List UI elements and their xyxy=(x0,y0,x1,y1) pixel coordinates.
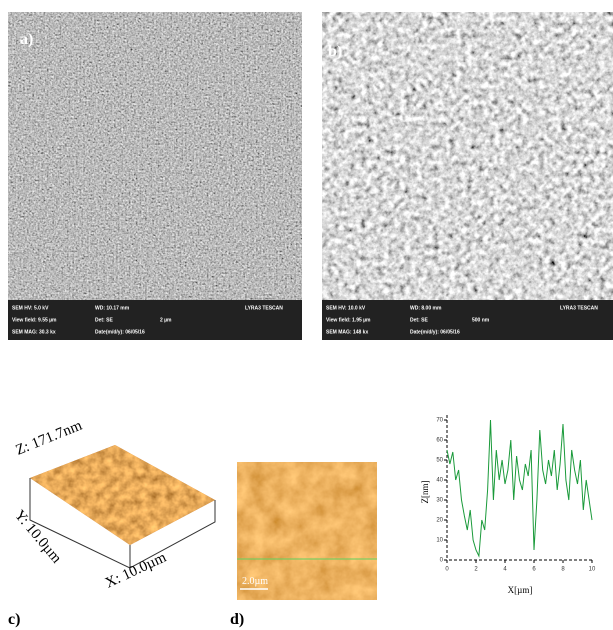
panel-label: b) xyxy=(328,43,342,60)
info: SEM MAG: 30.3 kx xyxy=(12,329,56,335)
x-tick-label: 4 xyxy=(503,567,507,573)
y-tick-label: 30 xyxy=(436,498,443,504)
info: Date(m/d/y): 06/05/16 xyxy=(95,329,145,335)
x-tick-label: 6 xyxy=(532,567,536,573)
afm-z-label: Z: 171.7nm xyxy=(14,418,85,459)
profile-line xyxy=(446,419,593,558)
afm-image xyxy=(237,462,377,600)
y-tick-label: 70 xyxy=(436,418,443,424)
sem-image-b xyxy=(322,12,613,300)
y-tick-label: 50 xyxy=(436,458,443,464)
info: Date(m/d/y): 06/05/16 xyxy=(410,329,460,335)
info: Det: SE xyxy=(95,317,113,323)
y-tick-label: 20 xyxy=(436,518,443,524)
x-axis-label: X[µm] xyxy=(508,585,533,595)
afm-surface xyxy=(20,440,220,550)
sem-image-a xyxy=(8,12,302,300)
panel-label: c) xyxy=(8,611,20,628)
info: 2 µm xyxy=(160,317,172,323)
info-bar-a xyxy=(8,300,302,340)
info: LYRA3 TESCAN xyxy=(245,305,283,311)
x-tick-label: 10 xyxy=(589,567,596,573)
info: Det: SE xyxy=(410,317,428,323)
x-tick-label: 8 xyxy=(561,567,565,573)
info-bar-b xyxy=(322,300,613,340)
y-tick-label: 0 xyxy=(440,558,444,564)
info: SEM HV: 10.0 kV xyxy=(326,305,366,311)
y-tick-label: 40 xyxy=(436,478,443,484)
afm-y-label: Y: 10.0µm xyxy=(11,507,65,567)
info: SEM HV: 5.0 kV xyxy=(12,305,49,311)
info: SEM MAG: 148 kx xyxy=(326,329,368,335)
scale-label: 2.0µm xyxy=(242,576,268,587)
info: 500 nm xyxy=(472,317,490,323)
y-tick-label: 60 xyxy=(436,438,443,444)
afm-x-label: X: 10.0µm xyxy=(103,549,169,591)
info: View field: 9.55 µm xyxy=(12,317,57,323)
x-tick-label: 2 xyxy=(474,567,478,573)
info: View field: 1.95 µm xyxy=(326,317,371,323)
y-axis-label: Z[nm] xyxy=(420,481,430,504)
panel-label: a) xyxy=(20,31,33,48)
panel-label: d) xyxy=(230,611,244,628)
y-tick-label: 10 xyxy=(436,538,443,544)
info: LYRA3 TESCAN xyxy=(560,305,598,311)
info: WD: 10.17 mm xyxy=(95,305,130,311)
x-tick-label: 0 xyxy=(445,567,449,573)
info: WD: 8.00 mm xyxy=(410,305,442,311)
